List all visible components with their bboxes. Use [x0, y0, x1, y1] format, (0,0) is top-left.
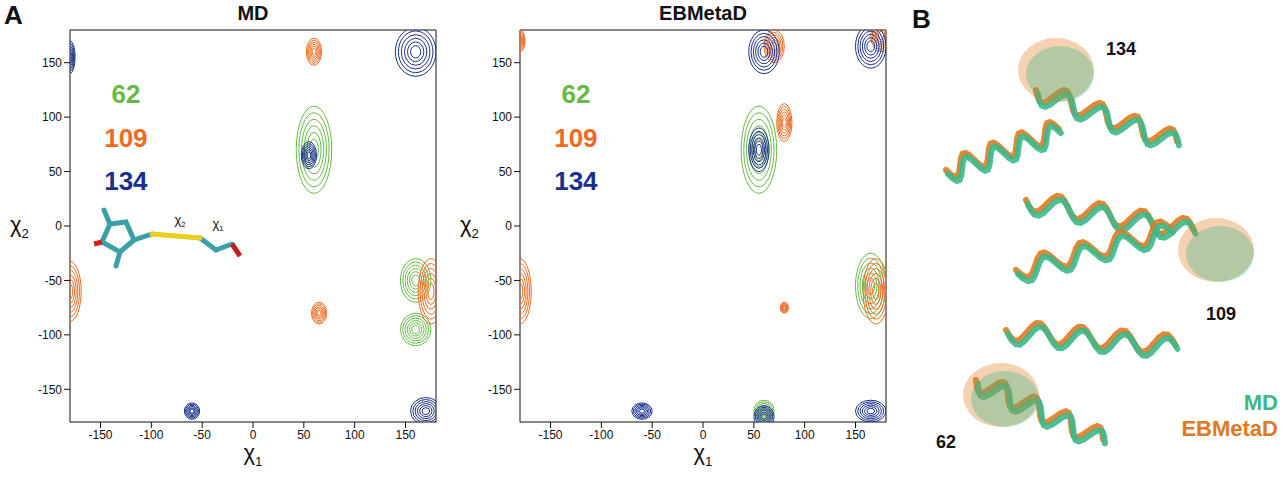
svg-text:-100: -100	[589, 428, 613, 442]
svg-text:χ1: χ1	[213, 216, 224, 233]
svg-text:150: 150	[492, 56, 512, 70]
svg-text:0: 0	[55, 219, 62, 233]
svg-text:50: 50	[49, 165, 63, 179]
svg-text:-100: -100	[488, 328, 512, 342]
svg-text:150: 150	[845, 428, 865, 442]
svg-text:χ2: χ2	[10, 212, 29, 241]
svg-text:-150: -150	[88, 428, 112, 442]
svg-text:-150: -150	[538, 428, 562, 442]
svg-text:50: 50	[297, 428, 311, 442]
svg-text:B: B	[912, 4, 931, 34]
svg-text:χ2: χ2	[460, 212, 479, 241]
html-text:EBMetaD: EBMetaD	[659, 2, 747, 24]
svg-text:134: 134	[1106, 39, 1136, 59]
svg-text:50: 50	[499, 165, 513, 179]
html-text:MD: MD	[237, 2, 269, 24]
svg-text:χ1: χ1	[694, 440, 713, 469]
svg-text:109: 109	[1206, 304, 1236, 324]
svg-text:-150: -150	[488, 383, 512, 397]
svg-text:-50: -50	[495, 274, 513, 288]
svg-text:50: 50	[747, 428, 761, 442]
svg-text:χ2: χ2	[175, 212, 186, 229]
svg-text:0: 0	[700, 428, 707, 442]
svg-text:EBMetaD: EBMetaD	[1181, 416, 1278, 441]
svg-text:100: 100	[345, 428, 365, 442]
svg-text:100: 100	[492, 110, 512, 124]
html-text:109: 109	[104, 122, 148, 153]
html-text:134: 134	[554, 166, 598, 197]
html-text:62: 62	[561, 79, 591, 110]
svg-text:0: 0	[250, 428, 257, 442]
svg-text:-100: -100	[139, 428, 163, 442]
svg-text:150: 150	[395, 428, 415, 442]
svg-text:-50: -50	[193, 428, 211, 442]
svg-text:χ1: χ1	[244, 440, 263, 469]
html-text:134: 134	[104, 166, 148, 197]
svg-text:0: 0	[505, 219, 512, 233]
html-text:A: A	[4, 0, 23, 30]
html-text:109: 109	[554, 122, 598, 153]
svg-text:-150: -150	[38, 383, 62, 397]
svg-text:100: 100	[42, 110, 62, 124]
svg-text:-50: -50	[45, 274, 63, 288]
svg-text:-100: -100	[38, 328, 62, 342]
svg-text:-50: -50	[643, 428, 661, 442]
svg-text:150: 150	[42, 56, 62, 70]
svg-text:MD: MD	[1244, 390, 1278, 415]
svg-text:100: 100	[795, 428, 815, 442]
html-text:62: 62	[111, 79, 141, 110]
svg-text:62: 62	[936, 432, 956, 452]
